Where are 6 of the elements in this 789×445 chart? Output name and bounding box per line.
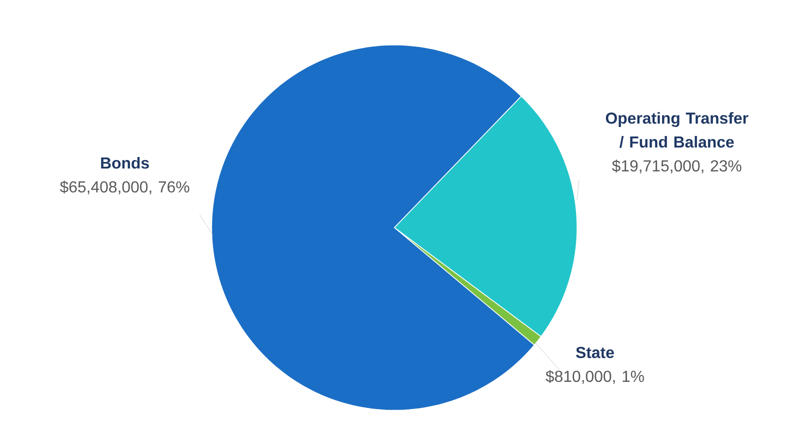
data-label: $65,408,000, 76% bbox=[60, 180, 190, 194]
data-label: $810,000, 1% bbox=[546, 370, 644, 384]
slice-label: Bonds bbox=[101, 156, 149, 169]
data-label: $19,715,000, 23% bbox=[612, 159, 742, 174]
slice-label: State bbox=[576, 346, 614, 358]
slice-label: Operating Transfer / Fund Balance bbox=[606, 112, 748, 148]
